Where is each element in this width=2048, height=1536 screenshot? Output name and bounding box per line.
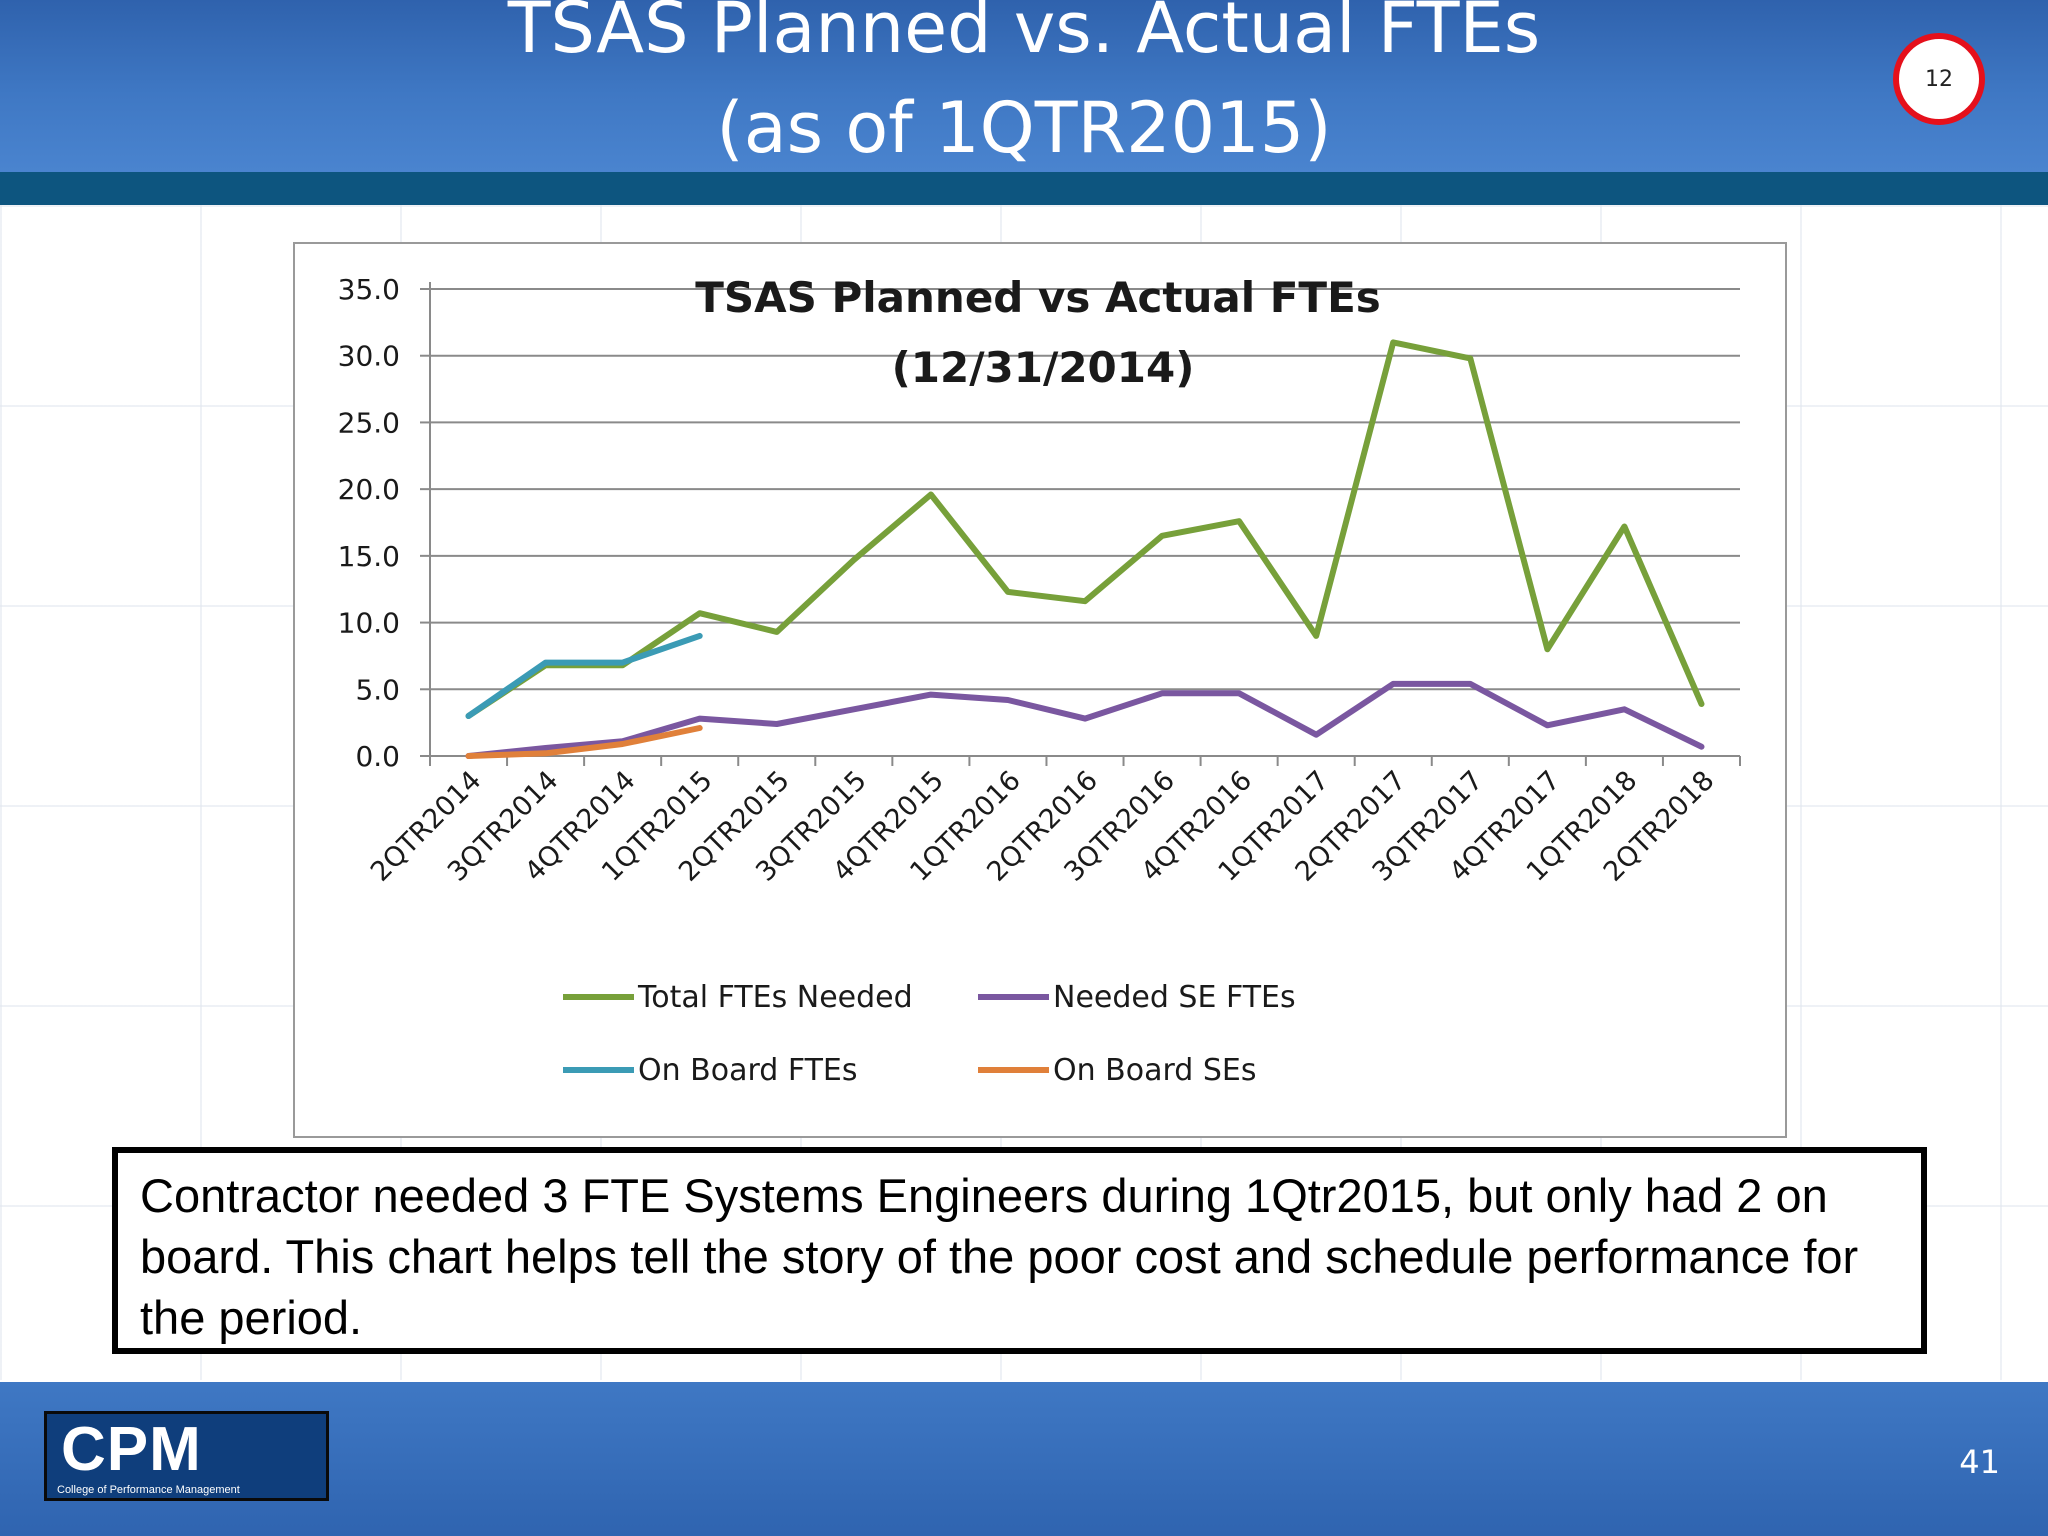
legend-label: On Board FTEs [638,1053,858,1088]
series-line-on-board-ses [465,725,703,759]
page-number: 41 [1959,1443,2000,1481]
series-line-needed-se-ftes [465,680,1705,759]
slide-footer [0,1382,2048,1536]
y-tick-label: 35.0 [338,273,400,306]
logo-sub-text: College of Performance Management [57,1484,240,1496]
series-line-total-ftes-needed [465,339,1705,719]
legend-label: On Board SEs [1053,1053,1257,1088]
chart-title-line2: (12/31/2014) [892,343,1195,392]
cpm-logo: CPM College of Performance Management [44,1411,329,1501]
slide-header: TSAS Planned vs. Actual FTEs (as of 1QTR… [0,0,2048,172]
header-band [0,172,2048,205]
legend-label: Total FTEs Needed [637,980,913,1015]
slide-title: TSAS Planned vs. Actual FTEs (as of 1QTR… [0,0,2048,178]
slide-title-line2: (as of 1QTR2015) [716,87,1332,169]
y-tick-label: 25.0 [338,406,400,439]
slide-badge: 12 [1893,33,1985,125]
series-line-on-board-ftes [465,632,703,719]
slide-title-line1: TSAS Planned vs. Actual FTEs [507,0,1541,69]
y-tick-label: 5.0 [355,673,400,706]
callout-box: Contractor needed 3 FTE Systems Engineer… [112,1147,1927,1354]
y-tick-label: 0.0 [355,740,400,773]
legend-label: Needed SE FTEs [1053,980,1296,1015]
fte-line-chart: 0.05.010.015.020.025.030.035.02QTR20143Q… [338,273,1741,1088]
y-tick-label: 20.0 [338,473,400,506]
y-tick-label: 30.0 [338,340,400,373]
chart-title-line1: TSAS Planned vs Actual FTEs [695,273,1381,322]
logo-main-text: CPM [61,1415,202,1484]
y-tick-label: 10.0 [338,607,400,640]
callout-text: Contractor needed 3 FTE Systems Engineer… [140,1169,1859,1344]
y-tick-label: 15.0 [338,540,400,573]
